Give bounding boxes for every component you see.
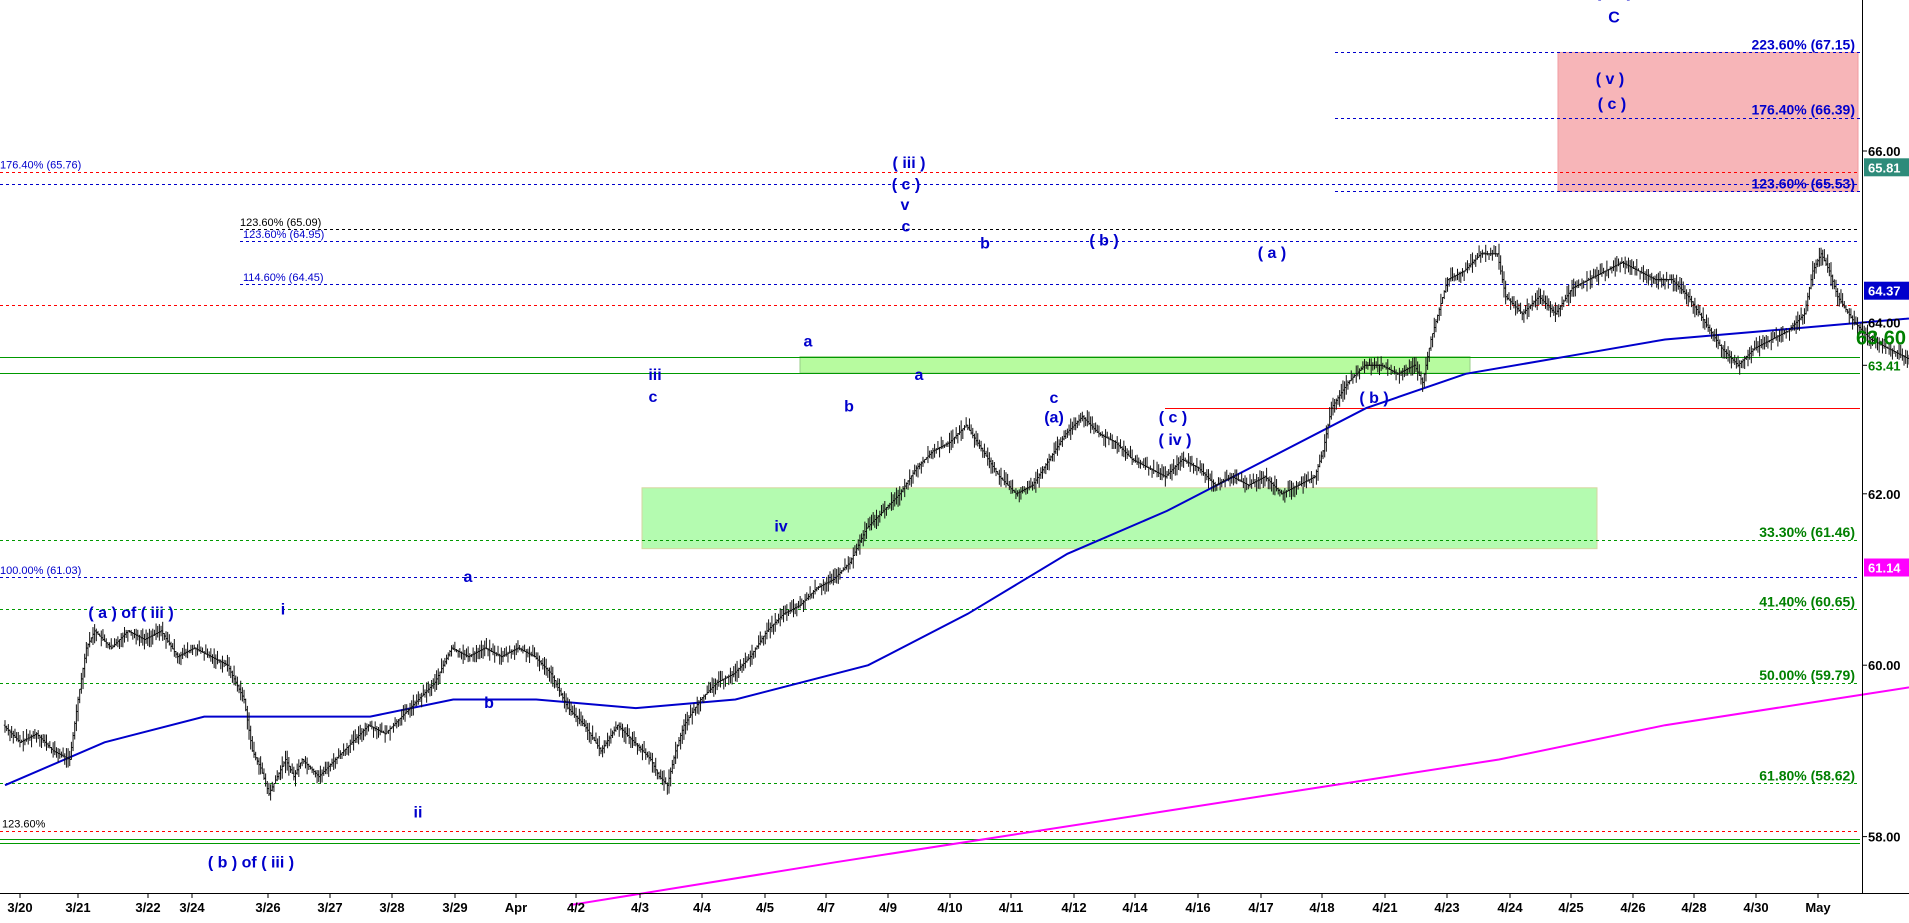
x-tick-label: 4/3 [631,900,649,915]
wave-label-12: a [915,367,924,384]
x-tick-label: 4/10 [937,900,962,915]
x-tick-label: 4/9 [879,900,897,915]
x-tick-label: 3/20 [7,900,32,915]
x-tick-label: 4/21 [1372,900,1397,915]
level-label-10: 114.60% (64.45) [243,272,324,284]
wave-label-10: ( a ) [1258,245,1286,262]
price-tag-6: 62.00 [1868,487,1901,502]
level-label-9: 123.60% (64.95) [243,229,324,241]
x-tick-label: 3/26 [255,900,280,915]
wave-label-23: ( a ) of ( iii ) [88,605,173,622]
wave-label-11: a [804,333,813,350]
x-tick-label: 4/28 [1681,900,1706,915]
price-tag-1: 65.81 [1868,160,1901,175]
level-label-7: 176.40% (65.76) [0,160,81,172]
x-tick-label: 4/26 [1620,900,1645,915]
x-tick-label: 4/7 [817,900,835,915]
wave-label-14: iii [648,367,661,384]
level-label-6: 61.80% (58.62) [1759,768,1855,784]
wave-label-6: v [901,197,910,214]
wave-label-3: ( c ) [1598,96,1626,113]
candles-layer [3,243,1909,801]
wave-label-0: ( B ) [1595,0,1634,2]
price-tag-bg-7 [1864,558,1909,577]
x-tick-label: 3/28 [379,900,404,915]
wave-label-5: ( c ) [892,177,920,194]
zones-layer [641,51,1859,550]
x-tick-label: 4/18 [1309,900,1334,915]
level-label-5: 50.00% (59.79) [1759,667,1855,683]
wave-label-19: ( iv ) [1159,432,1192,449]
x-tick-label: 3/24 [179,900,205,915]
level-label-4: 41.40% (60.65) [1759,594,1855,610]
x-tick-label: 4/12 [1061,900,1086,915]
price-tag-4: 63.60 [1856,328,1906,350]
wave-label-16: c [1050,390,1059,407]
x-tick-label: 4/24 [1497,900,1523,915]
price-tag-5: 63.41 [1868,358,1901,373]
x-tick-label: 4/14 [1122,900,1148,915]
wave-label-17: (a) [1044,410,1064,427]
wave-label-24: i [281,602,285,619]
price-tag-bg-2 [1864,281,1909,300]
price-tag-8: 60.00 [1868,658,1901,673]
x-tick-label: 4/4 [693,900,712,915]
wave-label-20: ( b ) [1359,390,1388,407]
x-tick-label: 4/5 [756,900,774,915]
x-tick-label: 4/23 [1434,900,1459,915]
x-tick-label: 3/21 [65,900,90,915]
x-tick-label: May [1805,900,1831,915]
zone-0 [1557,51,1859,192]
zone-1 [799,356,1471,374]
x-tick-label: 4/11 [999,900,1024,915]
price-tag-7: 61.14 [1868,561,1901,576]
x-tick-label: 4/30 [1743,900,1768,915]
x-tick-label: 3/22 [135,900,160,915]
level-label-3: 33.30% (61.46) [1759,524,1855,540]
moving-average-1 [569,686,1909,907]
wave-label-18: ( c ) [1159,410,1187,427]
level-label-8: 123.60% (65.09) [240,217,321,229]
level-labels-layer: 223.60% (67.15) 176.40% (66.39) 123.60% (6… [0,36,1855,830]
x-tick-label: Apr [505,900,527,915]
wave-label-26: ii [414,805,423,822]
wave-label-27: ( b ) of ( iii ) [208,855,294,872]
level-label-12: 123.60% [2,819,46,831]
wave-labels-layer: ( B )C( v )( c )( iii )( c )vcb( b )( a … [88,0,1634,872]
wave-label-1: C [1608,9,1620,26]
price-tag-bg-1 [1864,158,1909,177]
level-label-11: 100.00% (61.03) [0,565,81,577]
wave-label-15: c [649,389,658,406]
moving-averages-layer [4,317,1909,907]
level-label-2: 123.60% (65.53) [1751,175,1855,191]
price-tag-2: 64.37 [1868,284,1901,299]
price-tag-9: 58.00 [1868,830,1901,845]
x-tick-label: 3/29 [442,900,467,915]
wave-label-7: c [902,219,911,236]
price-tag-0: 66.00 [1868,144,1901,159]
x-tick-label: 4/25 [1558,900,1583,915]
wave-label-4: ( iii ) [893,155,926,172]
zone-2 [641,487,1598,550]
wave-label-9: ( b ) [1089,232,1118,249]
wave-label-21: iv [774,519,787,536]
wave-label-22: a [464,569,473,586]
wave-label-13: b [844,399,854,416]
wave-label-8: b [980,236,990,253]
x-tick-label: 4/16 [1185,900,1210,915]
x-tick-label: 3/27 [317,900,342,915]
wave-label-25: b [484,695,494,712]
x-tick-label: 4/2 [567,900,585,915]
price-tag-3: 64.00 [1868,315,1901,330]
x-tick-label: 4/17 [1248,900,1273,915]
level-label-1: 176.40% (66.39) [1751,102,1855,118]
wave-label-2: ( v ) [1596,71,1624,88]
level-label-0: 223.60% (67.15) [1751,36,1855,52]
